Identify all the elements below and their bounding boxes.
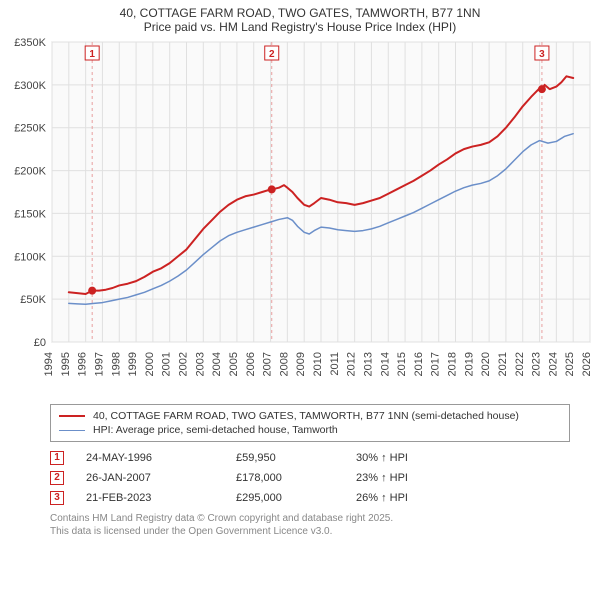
y-tick-label: £50K — [20, 294, 46, 306]
footnote-line-1: Contains HM Land Registry data © Crown c… — [50, 512, 570, 525]
legend-label: 40, COTTAGE FARM ROAD, TWO GATES, TAMWOR… — [93, 410, 519, 422]
sale-marker-number: 2 — [269, 49, 275, 60]
legend-swatch — [59, 430, 85, 431]
sale-dot — [88, 287, 96, 295]
sale-price: £178,000 — [236, 472, 356, 484]
sale-marker-number: 1 — [89, 49, 95, 60]
sale-hpi: 23% ↑ HPI — [356, 472, 476, 484]
sale-row: 1 24-MAY-1996£59,95030% ↑ HPI — [50, 448, 570, 468]
sale-date: 24-MAY-1996 — [86, 452, 236, 464]
x-tick-label: 2001 — [161, 352, 173, 376]
x-tick-label: 2018 — [447, 352, 459, 376]
footnote-line-2: This data is licensed under the Open Gov… — [50, 525, 570, 538]
x-tick-label: 2026 — [581, 352, 593, 376]
sale-row-marker: 1 — [50, 451, 64, 465]
x-tick-label: 1999 — [127, 352, 139, 376]
sale-date: 21-FEB-2023 — [86, 492, 236, 504]
y-tick-label: £300K — [14, 80, 46, 92]
x-tick-label: 2006 — [245, 352, 257, 376]
x-tick-label: 2019 — [463, 352, 475, 376]
sale-date: 26-JAN-2007 — [86, 472, 236, 484]
x-tick-label: 2012 — [346, 352, 358, 376]
x-tick-label: 2002 — [178, 352, 190, 376]
x-tick-label: 1997 — [93, 352, 105, 376]
sale-row-marker: 2 — [50, 471, 64, 485]
sale-dot — [538, 85, 546, 93]
chart-title: 40, COTTAGE FARM ROAD, TWO GATES, TAMWOR… — [0, 0, 600, 36]
x-tick-label: 2007 — [262, 352, 274, 376]
chart-area: £0 £50K £100K £150K £200K £250K £300K £350K 1994… — [0, 36, 600, 398]
x-tick-label: 2024 — [547, 352, 559, 376]
legend-label: HPI: Average price, semi-detached house,… — [93, 424, 338, 436]
x-tick-label: 2022 — [514, 352, 526, 376]
sale-row: 2 26-JAN-2007£178,00023% ↑ HPI — [50, 468, 570, 488]
sale-price: £295,000 — [236, 492, 356, 504]
y-tick-label: £200K — [14, 166, 46, 178]
x-tick-label: 2015 — [396, 352, 408, 376]
x-tick-label: 2014 — [379, 352, 391, 376]
y-tick-label: £150K — [14, 208, 46, 220]
sale-dot — [268, 185, 276, 193]
x-tick-label: 2017 — [430, 352, 442, 376]
x-tick-label: 2016 — [413, 352, 425, 376]
x-tick-label: 1996 — [77, 352, 89, 376]
x-tick-label: 2010 — [312, 352, 324, 376]
y-tick-label: £350K — [14, 37, 46, 49]
legend-row: 40, COTTAGE FARM ROAD, TWO GATES, TAMWOR… — [59, 409, 561, 423]
sales-table: 1 24-MAY-1996£59,95030% ↑ HPI 2 26-JAN-2007… — [50, 448, 570, 508]
sale-row: 3 21-FEB-2023£295,00026% ↑ HPI — [50, 488, 570, 508]
x-tick-label: 2003 — [194, 352, 206, 376]
y-tick-label: £0 — [34, 337, 46, 349]
x-tick-label: 2025 — [564, 352, 576, 376]
sale-price: £59,950 — [236, 452, 356, 464]
x-tick-label: 2008 — [278, 352, 290, 376]
sale-row-marker: 3 — [50, 491, 64, 505]
footnote: Contains HM Land Registry data © Crown c… — [50, 512, 570, 538]
x-tick-label: 2020 — [480, 352, 492, 376]
title-line-1: 40, COTTAGE FARM ROAD, TWO GATES, TAMWOR… — [10, 6, 590, 20]
y-tick-label: £100K — [14, 251, 46, 263]
x-tick-label: 2023 — [531, 352, 543, 376]
legend: 40, COTTAGE FARM ROAD, TWO GATES, TAMWOR… — [50, 404, 570, 442]
sale-hpi: 30% ↑ HPI — [356, 452, 476, 464]
x-tick-label: 2000 — [144, 352, 156, 376]
x-tick-label: 2009 — [295, 352, 307, 376]
x-tick-label: 2021 — [497, 352, 509, 376]
sale-marker-number: 3 — [539, 49, 545, 60]
x-tick-label: 1994 — [43, 352, 55, 376]
x-tick-label: 1995 — [60, 352, 72, 376]
x-tick-label: 2013 — [362, 352, 374, 376]
chart-svg: £0 £50K £100K £150K £200K £250K £300K £350K 1994… — [0, 36, 600, 398]
legend-row: HPI: Average price, semi-detached house,… — [59, 423, 561, 437]
y-tick-label: £250K — [14, 123, 46, 135]
x-tick-label: 2011 — [329, 352, 341, 376]
legend-swatch — [59, 415, 85, 417]
x-tick-label: 1998 — [110, 352, 122, 376]
x-tick-label: 2005 — [228, 352, 240, 376]
title-line-2: Price paid vs. HM Land Registry's House … — [10, 20, 590, 34]
sale-hpi: 26% ↑ HPI — [356, 492, 476, 504]
x-tick-label: 2004 — [211, 352, 223, 376]
